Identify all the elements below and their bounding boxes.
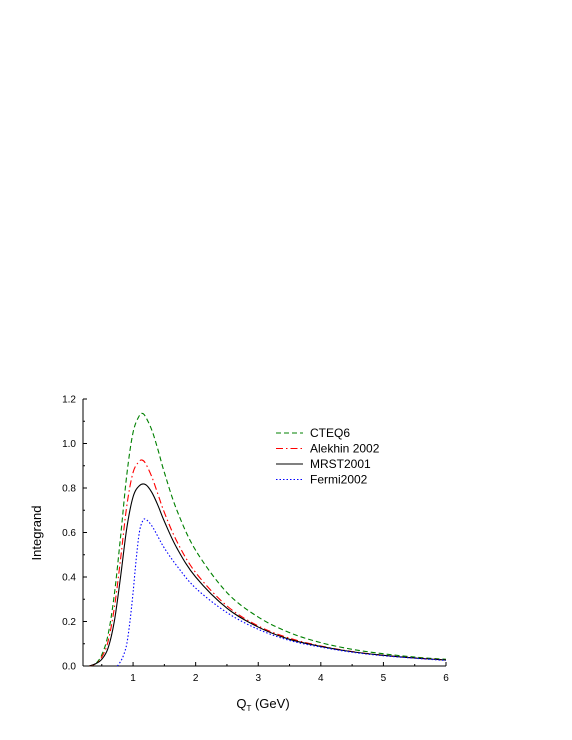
x-axis-label: QT (GeV) (236, 696, 289, 713)
x-axis-label-subscript: T (246, 704, 251, 713)
y-tick-label: 1.0 (62, 439, 76, 450)
y-tick-label: 0.6 (62, 528, 76, 539)
y-axis-label: Integrand (29, 506, 44, 561)
axis-ticks: 1 2 3 4 5 6 0.0 0.2 0.4 0.6 0.8 1.0 1.2 (62, 395, 449, 685)
series-line-3 (116, 518, 447, 667)
y-tick-label: 0.0 (62, 662, 76, 673)
series-line-2 (89, 483, 447, 667)
y-tick-label: 0.2 (62, 617, 76, 628)
y-tick-label: 0.8 (62, 484, 76, 495)
plot-area: 1 2 3 4 5 6 0.0 0.2 0.4 0.6 0.8 1.0 1.2 (62, 395, 449, 685)
x-axis-label-main: Q (236, 696, 246, 711)
x-tick-label: 5 (381, 673, 387, 684)
series-line-0 (89, 412, 447, 667)
legend-label: MRST2001 (310, 457, 371, 471)
series-line-1 (89, 459, 447, 667)
x-tick-label: 4 (318, 673, 324, 684)
y-tick-label: 1.2 (62, 395, 76, 406)
x-axis-label-unit: (GeV) (251, 696, 289, 711)
x-tick-label: 1 (130, 673, 136, 684)
y-tick-label: 0.4 (62, 573, 76, 584)
x-tick-label: 3 (255, 673, 261, 684)
x-tick-label: 6 (443, 673, 449, 684)
legend-label: Fermi2002 (310, 473, 368, 487)
x-tick-label: 2 (193, 673, 199, 684)
legend-label: Alekhin 2002 (310, 442, 380, 456)
series-group (89, 412, 447, 667)
legend-label: CTEQ6 (310, 426, 350, 440)
